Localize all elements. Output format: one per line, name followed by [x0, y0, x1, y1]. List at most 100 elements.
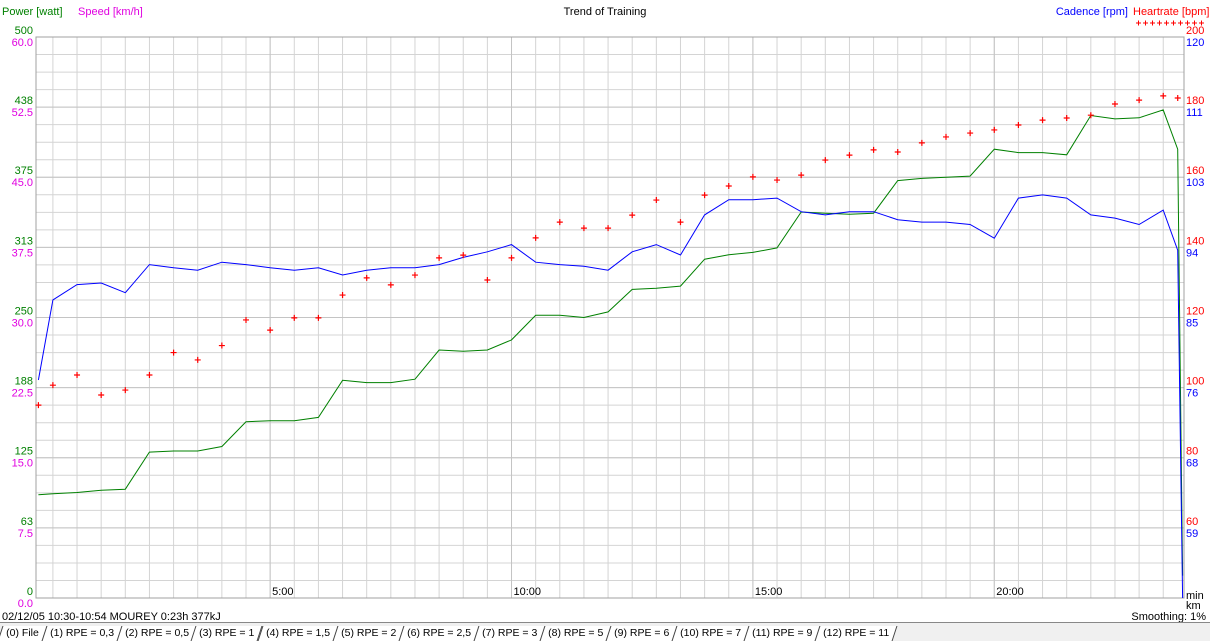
- tab-bar: (0) File (1) RPE = 0,3 (2) RPE = 0,5 (3) RP…: [0, 622, 1210, 641]
- tab-label[interactable]: (5) RPE = 2: [340, 627, 396, 639]
- y-tick-label: 0: [27, 586, 33, 598]
- tab-label[interactable]: (4) RPE = 1,5: [265, 627, 330, 639]
- y2-tick-label: 45.0: [12, 177, 33, 189]
- tab[interactable]: (7) RPE = 3: [473, 626, 546, 641]
- heartrate-marker: [484, 276, 491, 283]
- y2-tick-label: 60.0: [12, 37, 33, 49]
- y2-tick-label: 0.0: [18, 598, 33, 610]
- heartrate-marker: [339, 292, 346, 299]
- heartrate-marker: [122, 387, 129, 394]
- tab[interactable]: (2) RPE = 0,5: [116, 626, 197, 641]
- heartrate-marker: [1111, 100, 1118, 107]
- heartrate-marker: [194, 356, 201, 363]
- heartrate-marker: [701, 192, 708, 199]
- y4-tick-label: 60: [1186, 516, 1198, 528]
- heartrate-marker: [943, 133, 949, 140]
- heartrate-marker: [894, 149, 901, 156]
- tab[interactable]: (8) RPE = 5: [539, 626, 612, 641]
- chart: Power [watt] Speed [km/h] Trend of Train…: [2, 6, 1209, 622]
- y3-tick-label: 85: [1186, 317, 1198, 329]
- grid: [36, 36, 1184, 599]
- series-line: [37, 194, 1184, 599]
- heartrate-marker: [146, 372, 153, 379]
- heartrate-marker: [267, 327, 274, 334]
- tab-label[interactable]: (12) RPE = 11: [823, 627, 890, 639]
- tab[interactable]: (6) RPE = 2,5: [398, 626, 480, 641]
- heartrate-marker: [411, 272, 418, 279]
- heartrate-marker: [774, 177, 781, 184]
- series-line: [38, 109, 1184, 576]
- tab-label[interactable]: (0) File: [6, 627, 39, 639]
- tab-label[interactable]: (8) RPE = 5: [547, 627, 604, 639]
- tab-label[interactable]: (9) RPE = 6: [614, 627, 670, 639]
- tab[interactable]: (0) File: [0, 626, 48, 641]
- tab[interactable]: (1) RPE = 0,3: [41, 626, 123, 641]
- y3-tick-label: 94: [1186, 247, 1198, 259]
- heartrate-marker: [822, 157, 829, 164]
- y4-tick-label: 100: [1186, 376, 1204, 388]
- heartrate-marker: [98, 391, 105, 398]
- heartrate-marker: [1039, 117, 1046, 124]
- speed-axis-title: Speed [km/h]: [78, 6, 143, 18]
- smoothing-info: Smoothing: 1%: [1131, 611, 1206, 622]
- tab[interactable]: (4) RPE = 1,5: [257, 626, 338, 641]
- y-tick-label: 313: [15, 235, 33, 247]
- tab[interactable]: (11) RPE = 9: [743, 626, 821, 641]
- heartrate-axis-title: Heartrate [bpm]: [1133, 6, 1209, 18]
- tab-label[interactable]: (7) RPE = 3: [481, 627, 537, 639]
- heartrate-marker: [532, 234, 539, 241]
- y2-tick-label: 7.5: [18, 528, 33, 540]
- heartrate-marker: [1136, 97, 1143, 104]
- heartrate-marker: [798, 172, 805, 179]
- tab[interactable]: (9) RPE = 6: [605, 626, 678, 641]
- tab[interactable]: (3) RPE = 1: [191, 626, 264, 641]
- y4-tick-label: 160: [1186, 165, 1204, 177]
- heartrate-marker: [605, 225, 612, 232]
- heartrate-marker: [291, 314, 298, 321]
- y-tick-label: 500: [15, 25, 33, 37]
- x-unit-label: min: [1186, 590, 1204, 602]
- heartrate-marker: [749, 173, 756, 180]
- chart-title: Trend of Training: [564, 6, 647, 18]
- tab-label[interactable]: (10) RPE = 7: [680, 627, 742, 639]
- y4-tick-label: 180: [1186, 95, 1204, 107]
- heartrate-marker: [870, 146, 877, 153]
- tab[interactable]: (12) RPE = 11: [814, 626, 898, 641]
- heartrate-marker: [991, 126, 998, 133]
- tab-label[interactable]: (3) RPE = 1: [199, 627, 255, 639]
- heartrate-marker: [49, 382, 56, 389]
- x-tick-label: 5:00: [272, 586, 293, 598]
- tab[interactable]: (5) RPE = 2: [332, 626, 405, 641]
- tab-label[interactable]: (11) RPE = 9: [752, 627, 813, 639]
- heartrate-marker: [918, 139, 925, 146]
- y4-tick-label: 140: [1186, 235, 1204, 247]
- y-tick-label: 250: [15, 305, 33, 317]
- session-info: 02/12/05 10:30-10:54 MOUREY 0:23h 377kJ: [2, 611, 221, 622]
- heartrate-marker: [725, 183, 732, 190]
- tab[interactable]: (10) RPE = 7: [671, 626, 750, 641]
- heartrate-marker: [363, 274, 370, 281]
- heartrate-marker: [315, 314, 322, 321]
- heartrate-marker: [1174, 95, 1181, 102]
- y4-tick-label: 80: [1186, 446, 1198, 458]
- y2-tick-label: 37.5: [12, 247, 33, 259]
- y2-tick-label: 30.0: [12, 317, 33, 329]
- heartrate-marker: [677, 219, 684, 226]
- heartrate-marker: [35, 402, 42, 409]
- tab-label[interactable]: (1) RPE = 0,3: [49, 627, 114, 639]
- power-axis-title: Power [watt]: [2, 6, 63, 18]
- tab-label[interactable]: (2) RPE = 0,5: [124, 627, 189, 639]
- y3-tick-label: 68: [1186, 458, 1198, 470]
- heartrate-marker: [967, 130, 974, 137]
- heartrate-marker: [629, 212, 636, 219]
- heartrate-marker: [218, 342, 225, 349]
- plot-frame: [35, 36, 1185, 599]
- y2-tick-label: 22.5: [12, 388, 33, 400]
- x-tick-label: 15:00: [755, 586, 783, 598]
- cadence-axis-title: Cadence [rpm]: [1056, 6, 1128, 18]
- tab-label[interactable]: (6) RPE = 2,5: [406, 627, 471, 639]
- heartrate-marker: [170, 349, 177, 356]
- y3-tick-label: 76: [1186, 388, 1198, 400]
- y4-tick-label: 200: [1186, 25, 1204, 37]
